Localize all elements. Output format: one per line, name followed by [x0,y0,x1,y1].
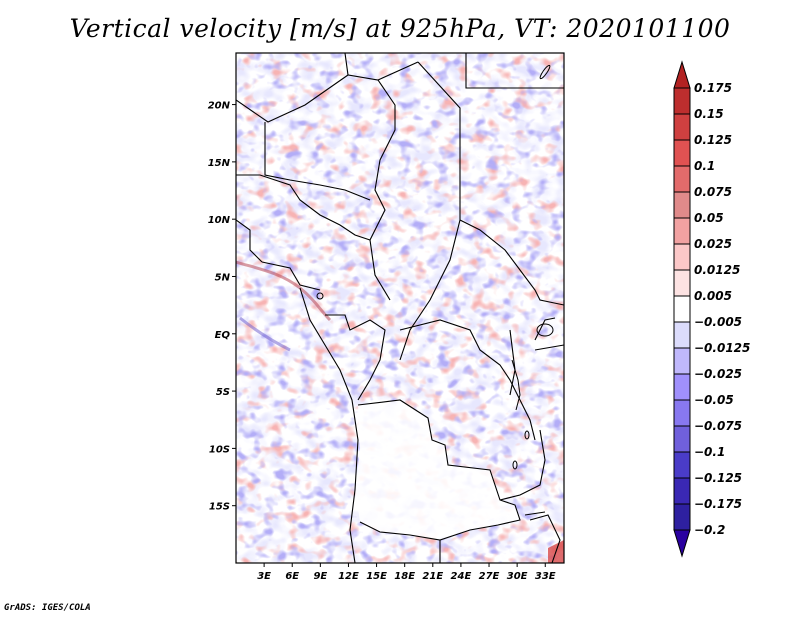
colorbar-box [673,217,691,245]
x-tick-label: 33E [535,571,556,582]
colorbar-extend-max [673,60,691,89]
colorbar-label: 0.005 [694,289,732,303]
y-tick-label: 10S [209,444,230,455]
x-axis: 3E 6E 9E 12E 15E 18E 21E 24E 27E 30E 33E [257,563,556,582]
colorbar-extend-min [673,529,691,558]
colorbar-label: −0.0125 [694,341,750,355]
y-tick-label: 5N [215,272,231,283]
colorbar-box [673,139,691,167]
x-tick-label: 12E [338,571,359,582]
colorbar-box [673,87,691,115]
colorbar-label: −0.005 [694,315,742,329]
y-tick-label: 15N [208,158,231,169]
plot-frame [235,52,565,564]
colorbar-label: −0.125 [694,471,742,485]
x-tick-label: 3E [257,571,271,582]
lakes [316,64,554,516]
x-tick-label: 6E [285,571,299,582]
colorbar-label: −0.175 [694,497,742,511]
colorbar-box [673,295,691,323]
colorbar-box [673,321,691,349]
colorbar-label: 0.15 [694,107,724,121]
colorbar-label: 0.1 [694,159,715,173]
colorbar-label: 0.05 [694,211,724,225]
coastal-feature [236,260,332,322]
y-tick-label: 20N [208,101,231,112]
coastal-feature [239,316,291,352]
colorbar-box [673,451,691,479]
colorbar-label: −0.2 [694,523,725,537]
x-tick-label: 24E [451,571,472,582]
x-tick-label: 21E [422,571,443,582]
footer-credit: GrADS: IGES/COLA [4,603,91,613]
colorbar-box [673,165,691,193]
colorbar-label: −0.1 [694,445,725,459]
x-tick-label: 30E [507,571,528,582]
x-tick-label: 9E [313,571,327,582]
y-tick-label: 5S [216,387,230,398]
colorbar-label: 0.025 [694,237,732,251]
colorbar-label: 0.125 [694,133,732,147]
colorbar-box [673,269,691,297]
colorbar-box [673,503,691,531]
x-tick-label: 18E [394,571,415,582]
colorbar-box [673,347,691,375]
colorbar-label: −0.075 [694,419,742,433]
colorbar: 0.175 0.15 0.125 0.1 0.075 0.05 0.025 0.0125 0.0… [673,60,750,558]
colorbar-box [673,425,691,453]
colorbar-box [673,243,691,271]
x-tick-label: 27E [479,571,500,582]
colorbar-box [673,373,691,401]
y-tick-label: 10N [208,215,231,226]
colorbar-label: 0.075 [694,185,732,199]
y-tick-label: 15S [209,502,230,513]
colorbar-box [673,399,691,427]
calm-region [355,400,520,540]
colorbar-box [673,477,691,505]
plot-area [236,53,564,563]
colorbar-label: 0.175 [694,81,732,95]
chart-title: Vertical velocity [m/s] at 925hPa, VT: 2… [69,14,731,43]
colorbar-label: 0.0125 [694,263,740,277]
colorbar-label: −0.025 [694,367,742,381]
colorbar-box [673,191,691,219]
y-tick-label: EQ [215,330,231,341]
y-axis: 20N 15N 10N 5N EQ 5S 10S 15S [208,101,236,513]
colorbar-box [673,113,691,141]
colorbar-label: −0.05 [694,393,734,407]
x-tick-label: 15E [366,571,387,582]
